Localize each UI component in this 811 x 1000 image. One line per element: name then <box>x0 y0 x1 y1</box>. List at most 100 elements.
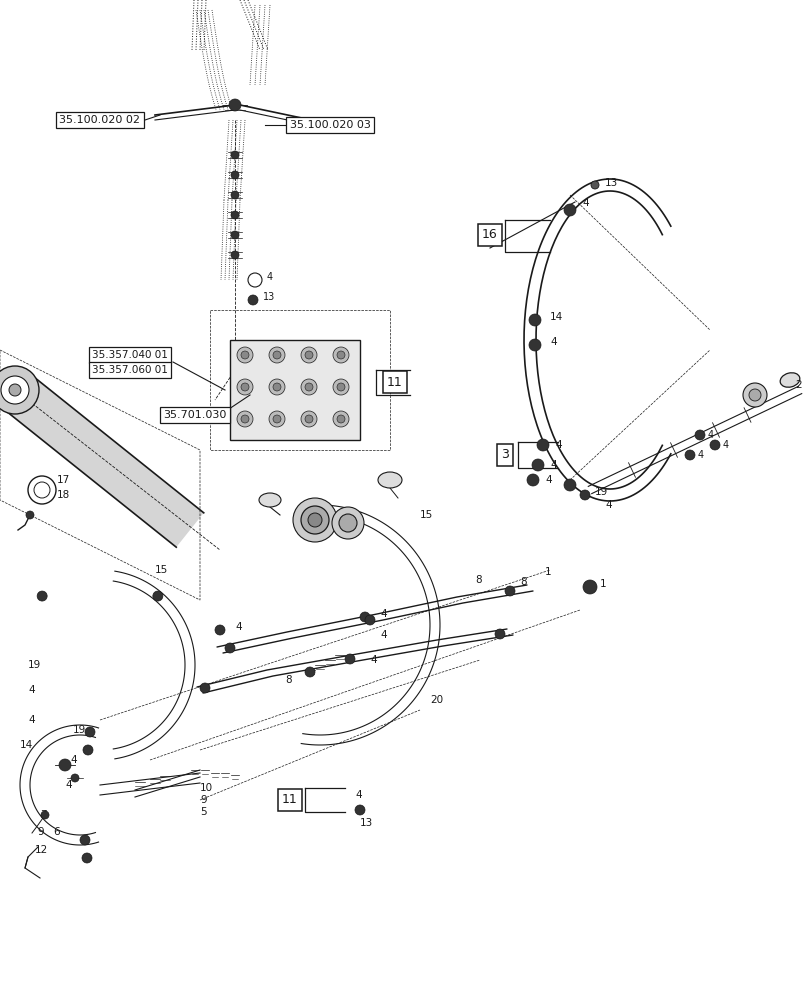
Text: 9: 9 <box>200 795 206 805</box>
Text: 17: 17 <box>57 475 71 485</box>
Circle shape <box>268 347 285 363</box>
Circle shape <box>709 440 719 450</box>
Circle shape <box>359 612 370 622</box>
Text: 6: 6 <box>53 827 59 837</box>
Circle shape <box>345 654 354 664</box>
Circle shape <box>590 181 599 189</box>
Circle shape <box>338 514 357 532</box>
Circle shape <box>305 415 312 423</box>
Circle shape <box>241 415 249 423</box>
Circle shape <box>85 727 95 737</box>
Circle shape <box>230 171 238 179</box>
Text: 7: 7 <box>40 810 46 820</box>
Text: 1: 1 <box>599 579 606 589</box>
Text: 4: 4 <box>544 475 551 485</box>
Text: 4: 4 <box>354 790 361 800</box>
Circle shape <box>272 415 281 423</box>
Text: 11: 11 <box>387 375 402 388</box>
Text: 4: 4 <box>581 198 588 208</box>
Text: 4: 4 <box>549 460 556 470</box>
Circle shape <box>37 591 47 601</box>
Text: 13: 13 <box>263 292 275 302</box>
Circle shape <box>564 479 575 491</box>
Circle shape <box>564 204 575 216</box>
Text: 13: 13 <box>359 818 373 828</box>
Text: 19: 19 <box>28 660 41 670</box>
Text: 35.100.020 03: 35.100.020 03 <box>290 120 370 130</box>
Circle shape <box>241 351 249 359</box>
Circle shape <box>229 99 241 111</box>
FancyBboxPatch shape <box>230 340 359 440</box>
Circle shape <box>230 191 238 199</box>
Circle shape <box>337 383 345 391</box>
Circle shape <box>504 586 514 596</box>
Circle shape <box>152 591 163 601</box>
Circle shape <box>495 629 504 639</box>
Circle shape <box>26 511 34 519</box>
Text: 4: 4 <box>370 655 376 665</box>
Circle shape <box>82 853 92 863</box>
Text: 2: 2 <box>794 380 800 390</box>
Text: 35.701.030: 35.701.030 <box>163 410 226 420</box>
Ellipse shape <box>779 373 799 387</box>
Text: 4: 4 <box>707 430 713 440</box>
Circle shape <box>531 459 543 471</box>
Circle shape <box>333 379 349 395</box>
Text: 8: 8 <box>519 577 526 587</box>
Text: 4: 4 <box>267 272 272 282</box>
Circle shape <box>241 383 249 391</box>
Circle shape <box>305 667 315 677</box>
Circle shape <box>526 474 539 486</box>
Circle shape <box>305 383 312 391</box>
Text: 12: 12 <box>35 845 48 855</box>
Circle shape <box>230 151 238 159</box>
Circle shape <box>237 411 253 427</box>
Text: 15: 15 <box>419 510 433 520</box>
Text: 35.357.040 01: 35.357.040 01 <box>92 350 168 360</box>
Circle shape <box>1 376 29 404</box>
Circle shape <box>582 580 596 594</box>
Circle shape <box>354 805 365 815</box>
Text: 19: 19 <box>594 487 607 497</box>
Text: 13: 13 <box>604 178 617 188</box>
Circle shape <box>268 411 285 427</box>
Text: 35.357.060 01: 35.357.060 01 <box>92 365 168 375</box>
Text: 1: 1 <box>544 567 551 577</box>
Text: 14: 14 <box>549 312 563 322</box>
Text: 18: 18 <box>57 490 71 500</box>
Text: 8: 8 <box>474 575 481 585</box>
Text: 4: 4 <box>722 440 728 450</box>
Circle shape <box>528 314 540 326</box>
Text: 4: 4 <box>554 440 561 450</box>
Circle shape <box>307 513 322 527</box>
Circle shape <box>83 745 93 755</box>
Text: 19: 19 <box>73 725 86 735</box>
Text: 4: 4 <box>65 780 71 790</box>
Circle shape <box>365 615 375 625</box>
Circle shape <box>742 383 766 407</box>
Text: 14: 14 <box>20 740 33 750</box>
Circle shape <box>333 347 349 363</box>
Text: 20: 20 <box>430 695 443 705</box>
Circle shape <box>215 625 225 635</box>
Circle shape <box>579 490 590 500</box>
Circle shape <box>333 411 349 427</box>
Text: 4: 4 <box>380 609 386 619</box>
Text: 4: 4 <box>549 337 556 347</box>
Circle shape <box>337 415 345 423</box>
Circle shape <box>748 389 760 401</box>
Circle shape <box>59 759 71 771</box>
Circle shape <box>200 683 210 693</box>
Circle shape <box>237 347 253 363</box>
Text: 4: 4 <box>28 685 35 695</box>
Circle shape <box>684 450 694 460</box>
Circle shape <box>301 506 328 534</box>
Text: 5: 5 <box>200 807 206 817</box>
Polygon shape <box>2 373 204 547</box>
Circle shape <box>301 411 316 427</box>
Circle shape <box>301 347 316 363</box>
Text: 4: 4 <box>234 622 242 632</box>
Text: 35.100.020 02: 35.100.020 02 <box>59 115 140 125</box>
Circle shape <box>230 211 238 219</box>
Circle shape <box>9 384 21 396</box>
